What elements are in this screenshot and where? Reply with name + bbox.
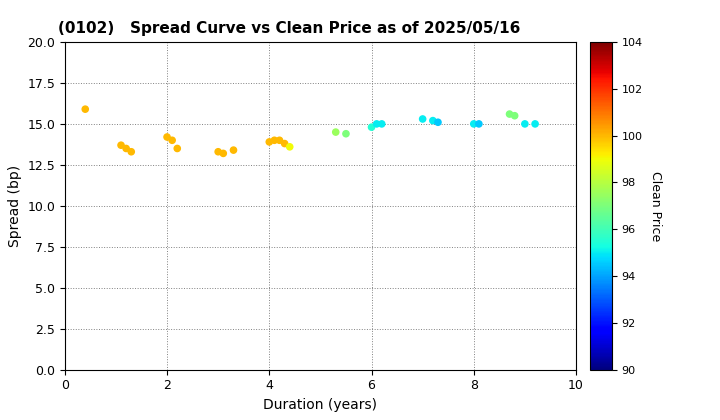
Point: [171, 145, 183, 152]
Point: [79, 106, 91, 113]
Point: [427, 117, 438, 124]
Point: [376, 121, 387, 127]
Point: [274, 137, 285, 144]
Point: [269, 137, 280, 144]
Point: [417, 116, 428, 122]
Point: [212, 148, 224, 155]
Point: [529, 121, 541, 127]
Point: [473, 121, 485, 127]
Point: [264, 139, 275, 145]
X-axis label: Duration (years): Duration (years): [264, 398, 377, 412]
Point: [217, 150, 229, 157]
Point: [509, 112, 521, 119]
Point: [161, 134, 173, 140]
Point: [519, 121, 531, 127]
Point: [366, 124, 377, 131]
Point: [279, 140, 290, 147]
Point: [284, 144, 295, 150]
Text: (0102)   Spread Curve vs Clean Price as of 2025/05/16: (0102) Spread Curve vs Clean Price as of…: [58, 21, 520, 36]
Point: [166, 137, 178, 144]
Point: [228, 147, 239, 153]
Point: [341, 130, 352, 137]
Point: [115, 142, 127, 149]
Point: [371, 121, 382, 127]
Point: [125, 148, 137, 155]
Point: [468, 121, 480, 127]
Point: [330, 129, 341, 135]
Y-axis label: Spread (bp): Spread (bp): [8, 165, 22, 247]
Point: [504, 111, 516, 118]
Y-axis label: Clean Price: Clean Price: [649, 171, 662, 241]
Point: [120, 145, 132, 152]
Point: [432, 119, 444, 126]
